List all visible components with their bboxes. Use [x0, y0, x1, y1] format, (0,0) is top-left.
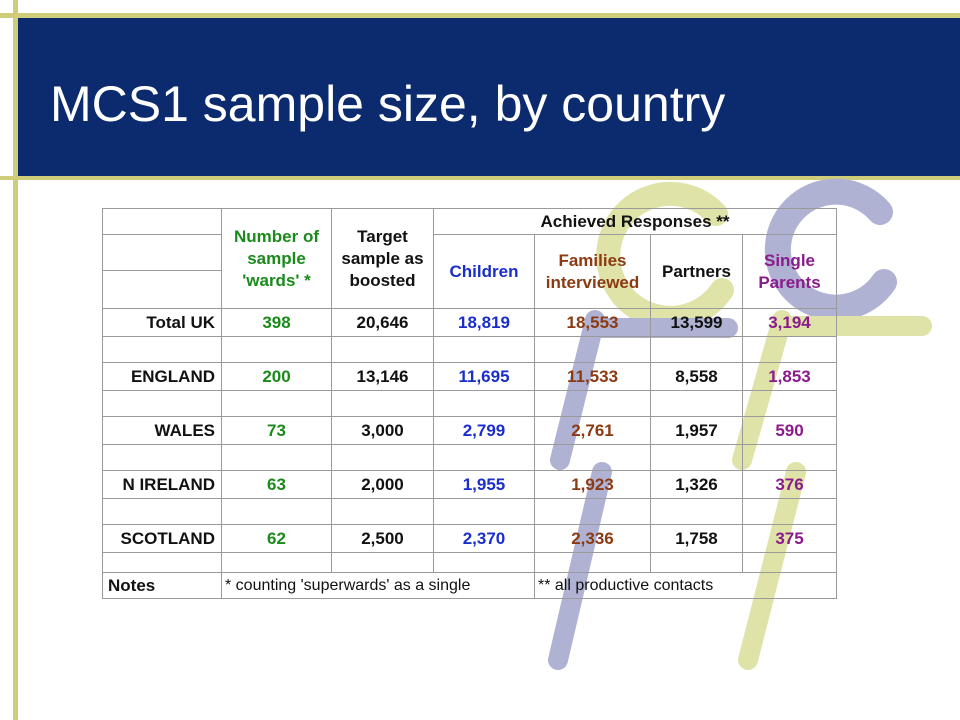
cell-partners: 1,326 — [650, 470, 743, 499]
corner-cell — [102, 234, 222, 271]
cell-single: 3,194 — [742, 308, 837, 337]
cell-wards: 62 — [221, 524, 332, 553]
cell-target: 13,146 — [331, 362, 434, 391]
cell-partners: 8,558 — [650, 362, 743, 391]
cell-families: 1,923 — [534, 470, 651, 499]
left-accent-line — [13, 0, 18, 720]
corner-cell — [102, 270, 222, 309]
cell-partners: 1,758 — [650, 524, 743, 553]
cell-single: 376 — [742, 470, 837, 499]
title-banner — [18, 18, 960, 176]
cell-target: 2,000 — [331, 470, 434, 499]
note-productive-contacts: ** all productive contacts — [534, 572, 837, 599]
header-partners: Partners — [650, 234, 743, 309]
row-label: ENGLAND — [102, 362, 222, 391]
row-label: SCOTLAND — [102, 524, 222, 553]
cell-wards: 63 — [221, 470, 332, 499]
corner-cell — [102, 208, 222, 235]
cell-children: 2,799 — [433, 416, 535, 445]
cell-families: 18,553 — [534, 308, 651, 337]
row-label: WALES — [102, 416, 222, 445]
cell-children: 18,819 — [433, 308, 535, 337]
cell-target: 3,000 — [331, 416, 434, 445]
row-label: N IRELAND — [102, 470, 222, 499]
cell-children: 11,695 — [433, 362, 535, 391]
cell-children: 2,370 — [433, 524, 535, 553]
cell-target: 20,646 — [331, 308, 434, 337]
cell-families: 11,533 — [534, 362, 651, 391]
cell-families: 2,336 — [534, 524, 651, 553]
row-label: Total UK — [102, 308, 222, 337]
cell-wards: 73 — [221, 416, 332, 445]
cell-target: 2,500 — [331, 524, 434, 553]
cell-families: 2,761 — [534, 416, 651, 445]
cell-single: 375 — [742, 524, 837, 553]
slide-title: MCS1 sample size, by country — [50, 76, 726, 132]
cell-single: 1,853 — [742, 362, 837, 391]
cell-wards: 398 — [221, 308, 332, 337]
header-target: Target sample as boosted — [331, 208, 434, 309]
header-sample-wards: Number of sample 'wards' * — [221, 208, 332, 309]
cell-children: 1,955 — [433, 470, 535, 499]
header-children: Children — [433, 234, 535, 309]
header-single-parents: Single Parents — [742, 234, 837, 309]
notes-label: Notes — [102, 572, 222, 599]
cell-wards: 200 — [221, 362, 332, 391]
header-families: Families interviewed — [534, 234, 651, 309]
cell-partners: 13,599 — [650, 308, 743, 337]
sample-size-table: Number of sample 'wards' * Target sample… — [102, 208, 837, 599]
header-achieved: Achieved Responses ** — [433, 208, 837, 235]
banner-bottom-line — [0, 176, 960, 180]
note-superwards: * counting 'superwards' as a single — [221, 572, 535, 599]
cell-partners: 1,957 — [650, 416, 743, 445]
cell-single: 590 — [742, 416, 837, 445]
top-accent-line — [0, 13, 960, 18]
